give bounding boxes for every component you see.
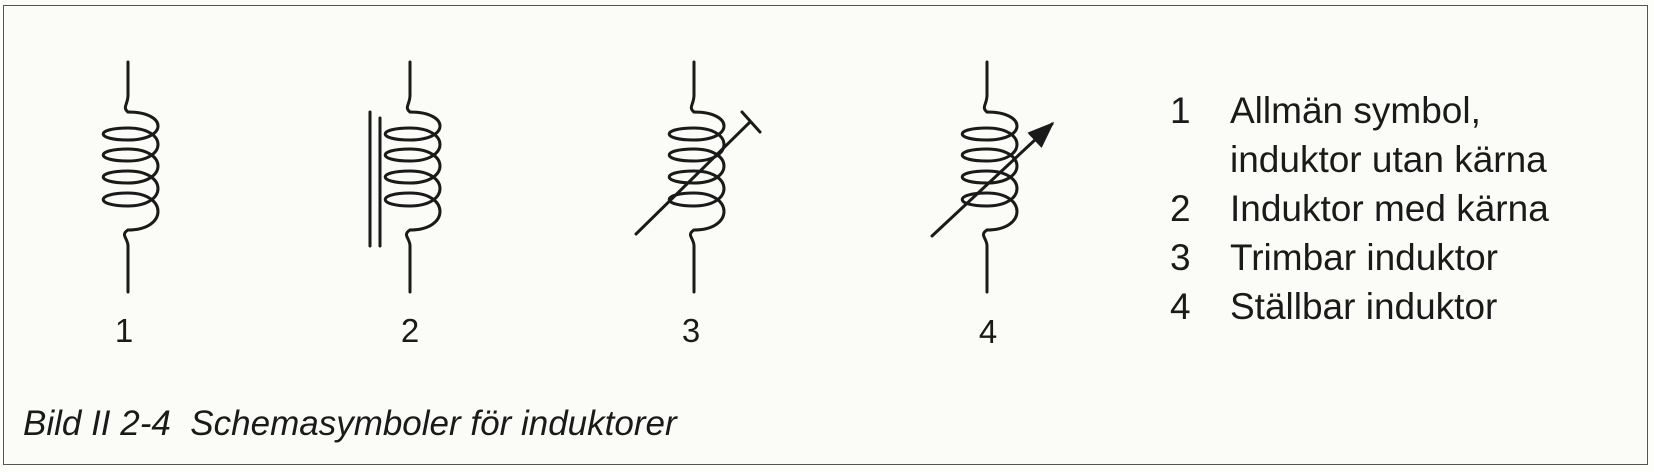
legend-number: 2 bbox=[1170, 188, 1191, 229]
symbol-number-4: 4 bbox=[978, 313, 998, 350]
legend-label: Trimbar induktor bbox=[1230, 237, 1498, 278]
legend-label: Induktor med kärna bbox=[1230, 188, 1549, 229]
inductor-symbol-4 bbox=[930, 60, 1055, 294]
legend-line: Allmän symbol, bbox=[1230, 90, 1481, 131]
legend-item-1: 1 Allmän symbol, induktor utan kärna bbox=[1170, 86, 1549, 184]
legend-item-2: 2 Induktor med kärna bbox=[1170, 184, 1549, 233]
trim-line bbox=[634, 120, 752, 236]
legend-label: Ställbar induktor bbox=[1230, 286, 1498, 327]
legend-line: induktor utan kärna bbox=[1230, 139, 1547, 180]
figure-caption: Bild II 2-4 Schemasymboler för induktore… bbox=[23, 404, 677, 443]
inductor-symbol-1 bbox=[102, 60, 160, 294]
inductor-symbol-3 bbox=[634, 60, 762, 294]
symbol-number-2: 2 bbox=[400, 312, 420, 349]
trim-bar bbox=[740, 110, 762, 134]
legend-number: 4 bbox=[1170, 286, 1191, 327]
legend-item-3: 3 Trimbar induktor bbox=[1170, 233, 1549, 282]
figure-frame bbox=[3, 5, 1648, 465]
inductor-symbol-2 bbox=[368, 60, 442, 294]
symbol-number-3: 3 bbox=[681, 312, 701, 349]
legend: 1 Allmän symbol, induktor utan kärna 2 I… bbox=[1170, 86, 1549, 331]
legend-number: 1 bbox=[1170, 90, 1191, 131]
adjust-arrow bbox=[930, 121, 1055, 238]
symbol-number-1: 1 bbox=[114, 312, 134, 349]
legend-label: Allmän symbol, induktor utan kärna bbox=[1230, 86, 1547, 184]
legend-number: 3 bbox=[1170, 237, 1191, 278]
legend-item-4: 4 Ställbar induktor bbox=[1170, 282, 1549, 331]
